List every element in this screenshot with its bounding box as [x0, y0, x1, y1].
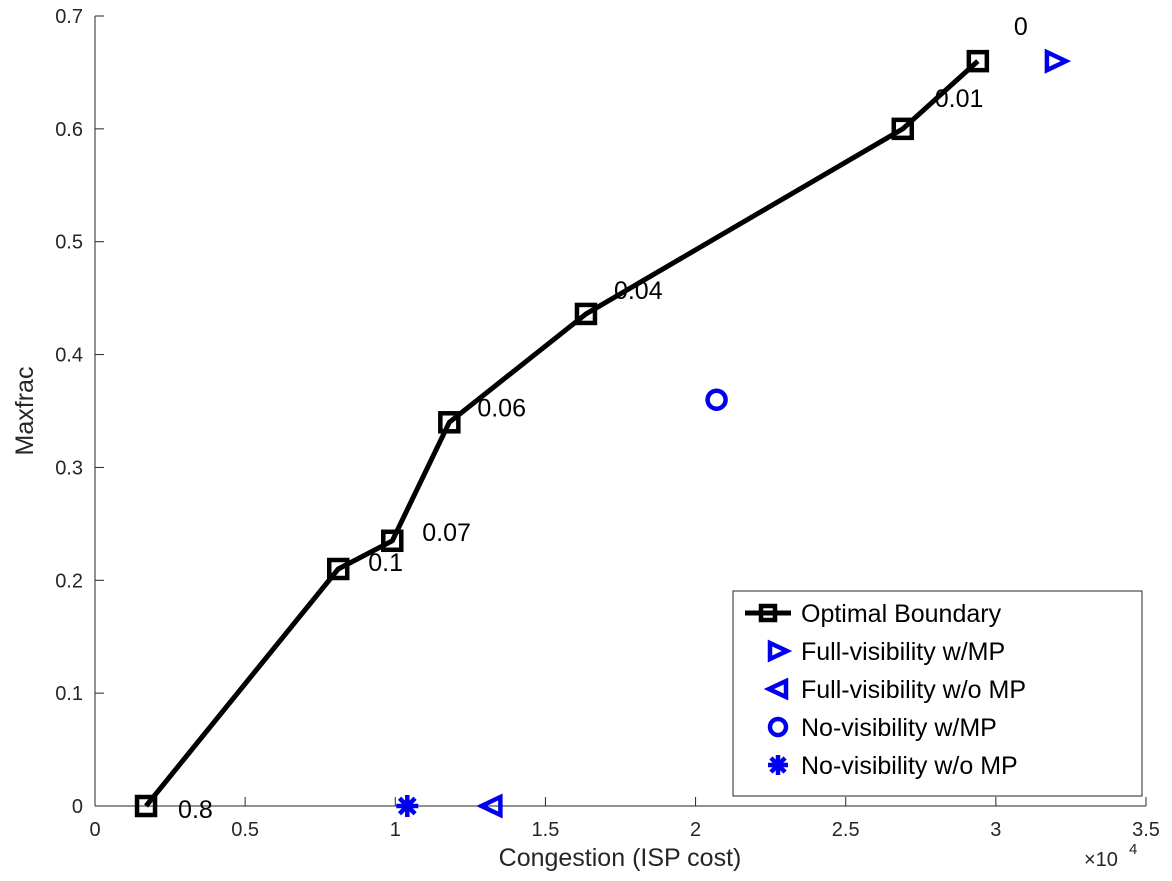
- legend-entry-label: Optimal Boundary: [801, 600, 1002, 628]
- series-square: 0.8 0.1 0.07 0.06 0.04 0.01 0: [134, 13, 1028, 824]
- legend-marker-sample: [767, 639, 793, 663]
- y-tick-label: 0.4: [55, 345, 83, 367]
- x-tick-label: 3: [990, 819, 1001, 841]
- boundary-point: [326, 557, 350, 581]
- legend-entry: No-visibility w/MP: [767, 714, 997, 742]
- x-tick-label: 1: [390, 819, 401, 841]
- point-label: 0.8: [178, 796, 213, 824]
- y-axis-label: Maxfrac: [11, 367, 39, 456]
- x-exponent-base: ×10: [1084, 849, 1118, 871]
- x-exponent-label: ×10 4: [1084, 841, 1137, 871]
- series-circle: [705, 388, 728, 411]
- x-tick-label: 0: [89, 819, 100, 841]
- y-tick-label: 0.2: [55, 570, 83, 592]
- y-tick-label: 0.1: [55, 683, 83, 705]
- legend-marker-sample: [768, 755, 788, 775]
- boundary-point: [381, 529, 404, 553]
- legend-marker-sample: [767, 716, 789, 738]
- boundary-point: [574, 302, 598, 326]
- legend-entry-label: No-visibility w/MP: [801, 714, 997, 742]
- x-tick-label: 2: [690, 819, 701, 841]
- optimal-boundary-line: [144, 59, 980, 808]
- x-ticks: 0 0.5 1 1.5 2 2.5 3 3.5: [89, 797, 1160, 841]
- x-tick-label: 3.5: [1132, 819, 1160, 841]
- boundary-point: [134, 794, 158, 818]
- legend-entry-label: Full-visibility w/MP: [801, 638, 1005, 666]
- boundary-point: [891, 117, 915, 141]
- legend-marker-sample: [758, 603, 778, 623]
- y-tick-label: 0.6: [55, 119, 83, 141]
- point-label: 0.1: [368, 549, 403, 577]
- point-label: 0: [1014, 13, 1028, 41]
- series-triangle-left: [476, 793, 503, 819]
- data-point: [396, 795, 419, 817]
- y-ticks: 0 0.1 0.2 0.3 0.4 0.5 0.6 0.7: [55, 6, 104, 818]
- point-label: 0.04: [614, 277, 663, 305]
- asterisk-stroke: [769, 756, 787, 774]
- x-exponent-power: 4: [1129, 841, 1137, 858]
- point-label: 0.07: [422, 519, 471, 547]
- legend-box: [732, 590, 1143, 797]
- legend-marker-sample: [763, 677, 789, 701]
- legend: Optimal Boundary Full-visibility w/MP Full…: [732, 590, 1143, 797]
- data-point: [705, 388, 728, 411]
- point-label: 0.06: [477, 394, 526, 422]
- legend-entry: No-visibility w/o MP: [768, 752, 1018, 780]
- asterisk-stroke: [397, 796, 417, 816]
- y-tick-label: 0: [72, 796, 83, 818]
- legend-entry-label: Full-visibility w/o MP: [801, 676, 1026, 704]
- x-axis-label: Congestion (ISP cost): [499, 844, 742, 872]
- legend-entry: Optimal Boundary: [745, 600, 1002, 628]
- boundary-point: [438, 411, 461, 434]
- x-tick-label: 0.5: [231, 819, 259, 841]
- legend-entry: Full-visibility w/o MP: [763, 676, 1026, 704]
- point-label: 0.01: [935, 85, 984, 113]
- series-asterisk: [396, 795, 419, 817]
- y-tick-label: 0.3: [55, 457, 83, 479]
- x-tick-label: 1.5: [532, 819, 560, 841]
- y-tick-label: 0.7: [55, 6, 83, 28]
- series-triangle-right: [1044, 48, 1072, 74]
- x-tick-label: 2.5: [832, 819, 860, 841]
- legend-entry-label: No-visibility w/o MP: [801, 752, 1018, 780]
- series-layer: 0.8 0.1 0.07 0.06 0.04 0.01 0: [134, 13, 1072, 824]
- legend-entry: Full-visibility w/MP: [767, 638, 1005, 666]
- data-point: [476, 793, 503, 819]
- data-point: [1044, 48, 1072, 74]
- y-tick-label: 0.5: [55, 232, 83, 254]
- boundary-point: [966, 49, 990, 73]
